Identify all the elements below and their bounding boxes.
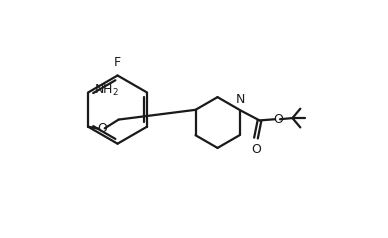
Text: N: N — [236, 93, 245, 106]
Text: O: O — [251, 143, 261, 156]
Text: O: O — [273, 113, 283, 126]
Text: NH$_2$: NH$_2$ — [94, 83, 119, 98]
Text: O: O — [97, 123, 107, 135]
Text: F: F — [114, 56, 121, 69]
